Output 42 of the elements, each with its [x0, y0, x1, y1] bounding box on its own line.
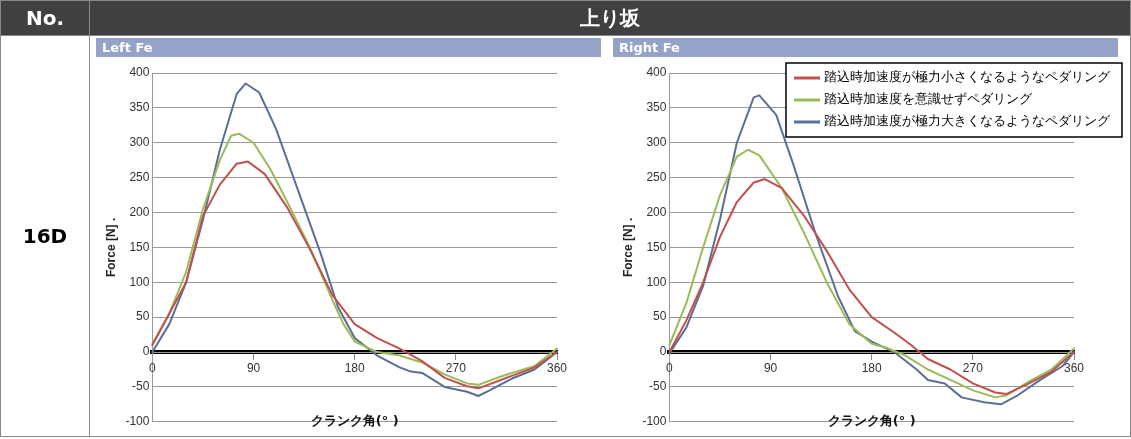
chart-title: Right Fe	[613, 38, 1118, 57]
legend-label: 踏込時加速度が極力小さくなるようなペダリング	[824, 69, 1111, 85]
y-tick-label: 350	[129, 100, 150, 115]
x-tick-label: 180	[861, 360, 883, 375]
y-tick-label: 150	[129, 239, 150, 254]
y-tick-label: 100	[129, 274, 150, 289]
y-tick-label: -50	[132, 379, 150, 394]
y-tick-label: 400	[129, 65, 150, 80]
y-tick-label: 100	[646, 274, 667, 289]
y-tick-label: 250	[646, 169, 667, 184]
y-tick-label: 300	[646, 135, 667, 150]
y-tick-label: 200	[129, 204, 150, 219]
x-axis-title: クランク角(° )	[310, 412, 399, 428]
text: 16D	[0, 35, 90, 437]
x-tick-label: 90	[763, 360, 778, 375]
y-tick-label: 0	[659, 344, 667, 359]
y-tick-label: 200	[646, 204, 667, 219]
y-tick-label: -100	[125, 414, 150, 429]
x-tick-label: 360	[1063, 360, 1085, 375]
chart-title: Left Fe	[96, 38, 601, 57]
x-tick-label: 360	[546, 360, 568, 375]
y-tick-label: 300	[129, 135, 150, 150]
y-tick-label: 50	[136, 309, 150, 324]
x-tick-label: 270	[445, 360, 467, 375]
x-tick-label: 270	[962, 360, 984, 375]
y-tick-label: 250	[129, 169, 150, 184]
legend-label: 踏込時加速度を意識せずペダリング	[824, 91, 1033, 107]
y-tick-label: 0	[142, 344, 150, 359]
x-tick-label: 90	[246, 360, 261, 375]
y-tick-label: -50	[649, 379, 667, 394]
y-tick-label: 350	[646, 100, 667, 115]
x-tick-label: 180	[344, 360, 366, 375]
y-axis-title: Force [N] .	[620, 217, 635, 278]
legend-label: 踏込時加速度が極力大きくなるようなペダリング	[824, 113, 1111, 129]
text: 上り坂	[89, 0, 1131, 36]
y-tick-label: -100	[642, 414, 667, 429]
text: No.	[0, 0, 90, 36]
y-tick-label: 150	[646, 239, 667, 254]
y-tick-label: 400	[646, 65, 667, 80]
y-tick-label: 50	[653, 309, 667, 324]
y-axis-title: Force [N] .	[103, 217, 118, 278]
x-axis-title: クランク角(° )	[827, 412, 916, 428]
